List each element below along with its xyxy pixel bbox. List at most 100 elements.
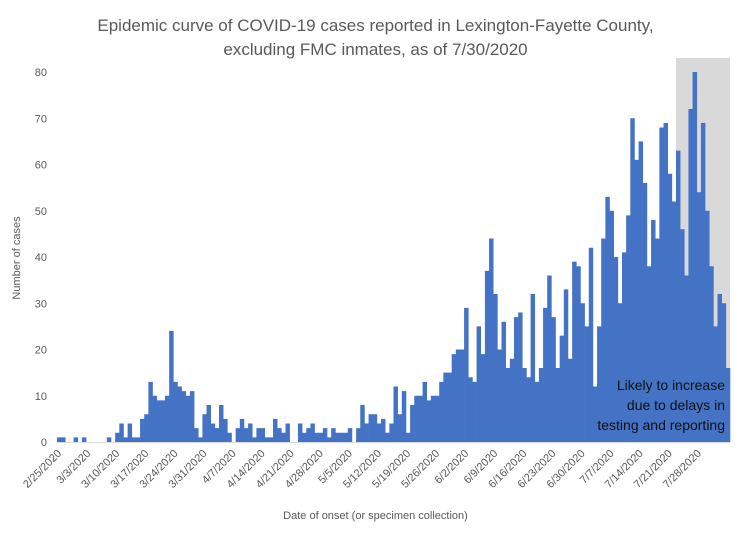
bar: [219, 405, 224, 442]
bar: [410, 405, 415, 442]
bar: [131, 437, 137, 442]
bar: [609, 210, 614, 442]
y-tick-label: 0: [41, 437, 47, 449]
bar: [455, 349, 461, 442]
bar: [489, 238, 494, 442]
bar: [680, 229, 685, 442]
bar: [385, 432, 390, 442]
bar: [414, 395, 419, 442]
y-tick-label: 50: [35, 206, 47, 218]
bar: [210, 423, 216, 442]
bar: [106, 437, 112, 442]
bar: [227, 432, 232, 442]
bar: [397, 414, 403, 442]
bar: [713, 326, 718, 442]
bar: [360, 405, 365, 442]
bar: [468, 377, 473, 442]
y-tick-label: 80: [35, 67, 47, 79]
bar: [651, 220, 656, 442]
bar: [364, 423, 369, 442]
bar: [572, 261, 577, 442]
bar: [655, 238, 660, 442]
bar: [526, 377, 531, 442]
bar: [252, 437, 257, 442]
bar: [605, 196, 610, 442]
bar: [725, 368, 731, 442]
x-axis-label: Date of onset (or specimen collection): [283, 510, 468, 522]
bar: [169, 331, 174, 442]
bar: [206, 405, 212, 442]
annotation-line-3: testing and reporting: [597, 417, 725, 433]
y-tick-label: 40: [35, 252, 47, 264]
bar: [235, 428, 241, 442]
bar: [285, 423, 290, 442]
bar: [493, 294, 498, 442]
bar: [177, 386, 182, 442]
bar: [306, 428, 311, 442]
bar: [57, 437, 62, 442]
bar: [144, 414, 149, 442]
bar: [621, 252, 627, 442]
y-axis-label: Number of cases: [11, 216, 23, 300]
bar: [705, 210, 710, 442]
chart-title: Epidemic curve of COVID-19 cases reporte…: [0, 14, 751, 62]
bar: [181, 391, 187, 442]
annotation-note: Likely to increase due to delays in test…: [597, 375, 725, 435]
bar: [497, 349, 502, 442]
bar: [127, 423, 133, 442]
bar: [530, 294, 536, 442]
bar: [273, 418, 278, 442]
bar: [617, 303, 623, 442]
bar: [588, 247, 594, 442]
bar: [260, 428, 266, 442]
bar: [435, 395, 440, 442]
bar: [347, 428, 353, 442]
bar: [430, 395, 436, 442]
bar: [318, 432, 324, 442]
bar: [451, 354, 457, 442]
bar: [638, 141, 644, 442]
bar: [140, 418, 145, 442]
bar: [563, 289, 569, 442]
bar: [160, 400, 166, 442]
bar: [418, 395, 423, 442]
bar: [709, 266, 714, 442]
bar: [372, 414, 378, 442]
bar: [356, 428, 361, 442]
bar: [339, 432, 344, 442]
bar: [343, 432, 349, 442]
bar: [567, 358, 573, 442]
bar: [148, 381, 153, 442]
bar: [327, 437, 332, 442]
bar: [268, 437, 274, 442]
bar: [659, 127, 664, 442]
bar: [156, 400, 162, 442]
bar: [281, 432, 286, 442]
bar: [464, 307, 469, 442]
bar: [393, 386, 398, 442]
bar: [597, 326, 602, 442]
bar: [484, 270, 490, 442]
bar: [335, 432, 340, 442]
y-tick-label: 60: [35, 160, 47, 172]
bar: [663, 122, 668, 442]
bar: [198, 437, 203, 442]
bar: [476, 326, 482, 442]
bar: [459, 349, 465, 442]
bar: [239, 418, 245, 442]
bar: [389, 423, 394, 442]
bar: [376, 423, 382, 442]
bar: [580, 303, 585, 442]
bar: [613, 257, 619, 442]
bar: [518, 312, 523, 442]
bar: [721, 303, 727, 442]
bar: [592, 386, 598, 442]
bar: [194, 428, 199, 442]
bar: [165, 395, 170, 442]
bar: [123, 437, 128, 442]
bar: [61, 437, 66, 442]
bar: [447, 372, 452, 442]
bar: [119, 423, 124, 442]
bar: [189, 391, 195, 442]
bar: [671, 201, 677, 442]
